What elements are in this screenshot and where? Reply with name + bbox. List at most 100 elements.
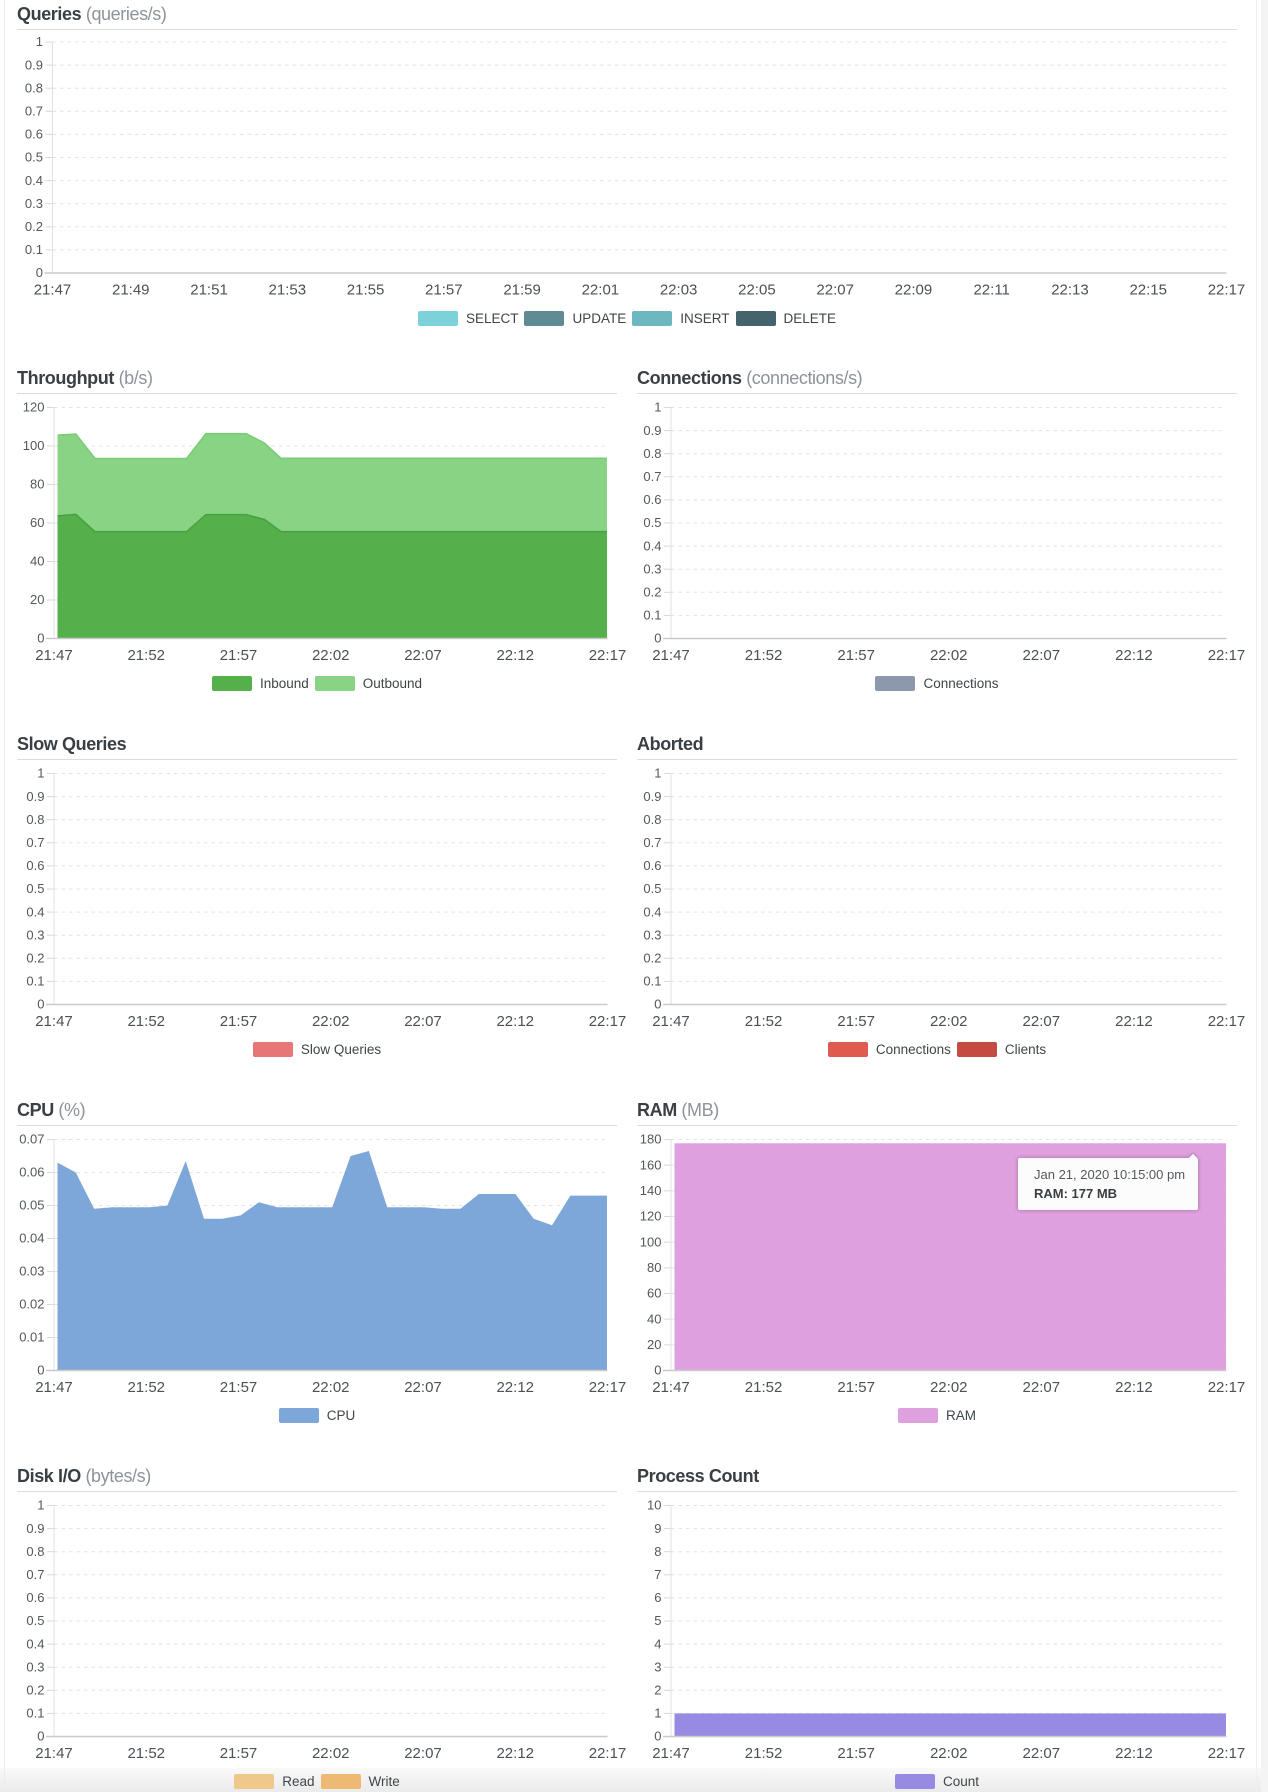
svg-text:22:07: 22:07 [404, 647, 442, 664]
svg-text:0: 0 [654, 1363, 661, 1378]
svg-text:21:57: 21:57 [220, 647, 258, 664]
svg-text:22:02: 22:02 [930, 647, 968, 664]
svg-text:6: 6 [654, 1590, 661, 1605]
svg-text:21:47: 21:47 [35, 1745, 73, 1762]
svg-text:0.2: 0.2 [643, 951, 661, 966]
svg-text:0.01: 0.01 [19, 1330, 44, 1345]
svg-text:22:12: 22:12 [1115, 1379, 1153, 1396]
svg-text:0.8: 0.8 [643, 812, 661, 827]
svg-text:0.5: 0.5 [26, 881, 44, 896]
svg-text:0.8: 0.8 [26, 1544, 44, 1559]
svg-text:3: 3 [654, 1659, 661, 1674]
svg-text:2: 2 [654, 1683, 661, 1698]
svg-text:9: 9 [654, 1521, 661, 1536]
svg-text:0: 0 [654, 1729, 661, 1744]
svg-text:22:07: 22:07 [404, 1379, 442, 1396]
svg-text:1: 1 [36, 34, 43, 49]
svg-text:22:02: 22:02 [930, 1013, 968, 1030]
svg-text:21:52: 21:52 [127, 1379, 165, 1396]
svg-text:22:02: 22:02 [930, 1379, 968, 1396]
svg-text:100: 100 [640, 1234, 662, 1249]
svg-text:0.7: 0.7 [643, 469, 661, 484]
svg-text:22:02: 22:02 [312, 647, 350, 664]
svg-text:0: 0 [37, 631, 44, 646]
svg-text:0.07: 0.07 [19, 1132, 44, 1147]
svg-text:21:53: 21:53 [269, 282, 307, 299]
svg-text:22:13: 22:13 [1051, 282, 1089, 299]
svg-text:0.05: 0.05 [19, 1198, 44, 1213]
svg-text:0.4: 0.4 [26, 904, 44, 919]
svg-text:40: 40 [647, 1311, 661, 1326]
svg-text:0.5: 0.5 [25, 150, 43, 165]
svg-text:21:57: 21:57 [220, 1379, 258, 1396]
svg-text:1: 1 [654, 400, 661, 415]
svg-text:22:17: 22:17 [1208, 282, 1246, 299]
svg-text:22:12: 22:12 [496, 647, 534, 664]
svg-text:60: 60 [647, 1286, 661, 1301]
svg-text:21:47: 21:47 [35, 647, 73, 664]
svg-text:21:47: 21:47 [35, 1013, 73, 1030]
svg-text:21:51: 21:51 [190, 282, 228, 299]
svg-text:22:12: 22:12 [1115, 1745, 1153, 1762]
svg-text:22:12: 22:12 [1115, 647, 1153, 664]
svg-text:21:52: 21:52 [745, 1013, 783, 1030]
svg-text:0: 0 [36, 265, 43, 280]
svg-text:21:52: 21:52 [745, 1745, 783, 1762]
svg-text:21:52: 21:52 [127, 647, 165, 664]
svg-text:21:52: 21:52 [745, 647, 783, 664]
svg-text:4: 4 [654, 1636, 661, 1651]
svg-text:0.5: 0.5 [643, 881, 661, 896]
svg-text:0.8: 0.8 [26, 812, 44, 827]
svg-text:0.1: 0.1 [643, 974, 661, 989]
svg-text:22:17: 22:17 [589, 1745, 627, 1762]
svg-text:0: 0 [37, 1363, 44, 1378]
svg-text:22:12: 22:12 [496, 1013, 534, 1030]
svg-text:0.4: 0.4 [643, 904, 661, 919]
svg-text:21:57: 21:57 [837, 1013, 875, 1030]
svg-text:0.6: 0.6 [25, 127, 43, 142]
svg-text:0.6: 0.6 [26, 858, 44, 873]
svg-text:21:47: 21:47 [652, 1379, 690, 1396]
svg-text:22:01: 22:01 [582, 282, 620, 299]
svg-text:22:02: 22:02 [312, 1013, 350, 1030]
svg-text:22:09: 22:09 [895, 282, 933, 299]
svg-text:0.02: 0.02 [19, 1297, 44, 1312]
svg-text:0.1: 0.1 [25, 242, 43, 257]
svg-text:22:12: 22:12 [496, 1745, 534, 1762]
svg-text:0.7: 0.7 [26, 1567, 44, 1582]
svg-text:21:57: 21:57 [837, 1745, 875, 1762]
svg-text:0.06: 0.06 [19, 1165, 44, 1180]
svg-text:0.9: 0.9 [643, 789, 661, 804]
svg-text:0.3: 0.3 [26, 927, 44, 942]
svg-text:1: 1 [37, 766, 44, 781]
svg-text:0.9: 0.9 [25, 57, 43, 72]
svg-text:20: 20 [647, 1337, 661, 1352]
svg-text:0.4: 0.4 [643, 538, 661, 553]
svg-text:0.6: 0.6 [26, 1590, 44, 1605]
svg-text:0.4: 0.4 [26, 1636, 44, 1651]
svg-text:0.8: 0.8 [643, 446, 661, 461]
svg-text:21:57: 21:57 [837, 647, 875, 664]
svg-text:21:59: 21:59 [503, 282, 541, 299]
svg-text:160: 160 [640, 1157, 662, 1172]
svg-text:8: 8 [654, 1544, 661, 1559]
svg-text:21:49: 21:49 [112, 282, 150, 299]
svg-text:22:02: 22:02 [312, 1379, 350, 1396]
svg-text:80: 80 [30, 477, 44, 492]
svg-text:22:17: 22:17 [589, 1379, 627, 1396]
svg-text:0: 0 [37, 997, 44, 1012]
svg-text:60: 60 [30, 515, 44, 530]
svg-text:21:47: 21:47 [35, 1379, 73, 1396]
svg-text:21:52: 21:52 [127, 1013, 165, 1030]
svg-text:21:55: 21:55 [347, 282, 385, 299]
svg-text:1: 1 [654, 1706, 661, 1721]
svg-text:0.5: 0.5 [26, 1613, 44, 1628]
svg-text:22:07: 22:07 [1023, 1013, 1061, 1030]
svg-text:0.7: 0.7 [643, 835, 661, 850]
svg-text:22:07: 22:07 [1023, 647, 1061, 664]
svg-text:22:11: 22:11 [973, 282, 1009, 299]
svg-text:0.04: 0.04 [19, 1231, 44, 1246]
svg-text:0.1: 0.1 [26, 974, 44, 989]
svg-text:0: 0 [654, 631, 661, 646]
svg-text:0.9: 0.9 [26, 1521, 44, 1536]
